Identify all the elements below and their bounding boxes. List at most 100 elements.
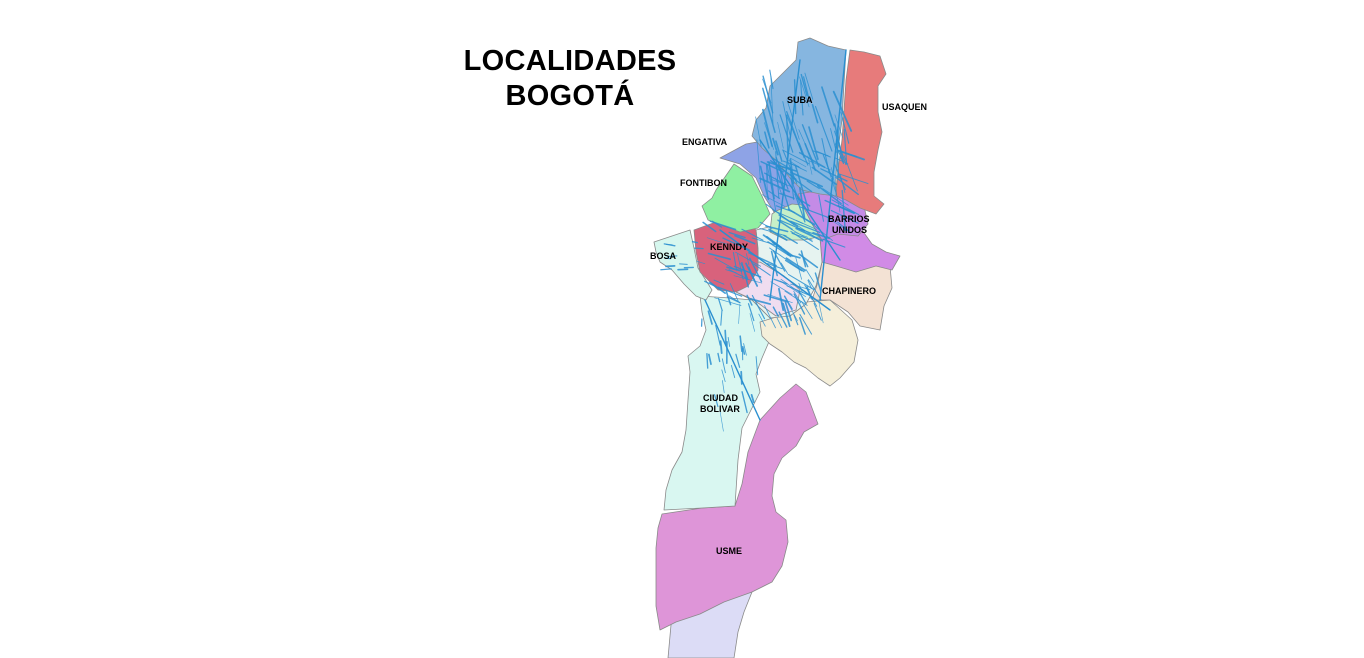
street-line (840, 111, 850, 144)
street-line (762, 87, 776, 134)
street-line (787, 253, 801, 259)
street-line (741, 345, 746, 355)
street-line (696, 260, 706, 265)
street-line (804, 72, 814, 100)
street-line (831, 199, 860, 216)
street-line (803, 76, 810, 98)
street-line (727, 337, 731, 347)
street-line (795, 257, 802, 280)
street-line (714, 257, 734, 269)
street-line (702, 221, 717, 233)
street-line (763, 294, 788, 303)
street-line (704, 280, 720, 289)
street-line (660, 268, 672, 271)
street-line (745, 262, 759, 287)
street-line (741, 391, 748, 414)
label-suba: SUBA (787, 95, 813, 105)
street-line (755, 356, 759, 376)
street-line (796, 220, 817, 230)
street-line (719, 340, 723, 354)
street-line (719, 410, 724, 432)
street-line (798, 317, 806, 335)
street-line (739, 335, 743, 353)
street-line (835, 176, 859, 196)
street-line (814, 105, 833, 152)
street-line (798, 129, 814, 163)
street-line (782, 302, 791, 327)
street-line (793, 290, 802, 304)
street-line (835, 157, 849, 165)
street-line (746, 253, 750, 265)
street-line (800, 79, 804, 116)
street-line (808, 279, 822, 301)
street-line (717, 352, 721, 363)
street-line (811, 150, 829, 157)
street-line (665, 257, 671, 260)
street-line (814, 272, 822, 292)
label-chapinero: CHAPINERO (822, 286, 876, 296)
street-line (779, 171, 785, 191)
map-title: LOCALIDADES BOGOTÁ (440, 44, 700, 114)
street-line (714, 394, 719, 408)
street-line (740, 370, 743, 385)
street-line (721, 358, 726, 374)
street-line (717, 286, 743, 297)
district-bosa[interactable] (653, 229, 713, 301)
street-line (667, 255, 678, 258)
street-line (765, 225, 789, 233)
street-arterial (819, 49, 847, 301)
street-line (830, 209, 859, 224)
street-line (807, 155, 813, 175)
street-line (786, 111, 804, 155)
street-line (837, 128, 841, 159)
street-line (843, 128, 848, 165)
street-line (717, 297, 723, 312)
street-line (735, 251, 762, 267)
street-line (767, 241, 792, 258)
street-line (785, 257, 806, 272)
street-arterial (719, 229, 831, 311)
street-line (751, 237, 780, 247)
street-line (759, 165, 770, 201)
street-line (792, 177, 813, 193)
street-line (762, 108, 773, 147)
label-engativa: ENGATIVA (682, 137, 728, 147)
street-line (790, 220, 821, 234)
street-line (790, 171, 824, 188)
street-line (766, 163, 777, 211)
street-network (660, 49, 869, 432)
label-barrios-unidos: BARRIOS (828, 214, 870, 224)
district-fontibon[interactable] (701, 163, 771, 233)
label-fontibon: FONTIBON (680, 178, 727, 188)
street-line (790, 262, 805, 273)
street-line (800, 73, 808, 97)
street-line (722, 380, 725, 393)
street-arterial (759, 139, 841, 261)
street-line (750, 394, 755, 403)
street-line (713, 279, 725, 285)
street-line (728, 231, 746, 239)
street-line (706, 237, 728, 245)
street-line (741, 262, 749, 288)
street-line (720, 310, 723, 326)
street-line (756, 139, 762, 183)
street-line (778, 311, 788, 328)
street-line (798, 290, 807, 304)
street-line (764, 131, 770, 149)
street-line (780, 262, 788, 274)
street-line (772, 306, 779, 317)
street-line (732, 251, 738, 271)
street-line (801, 124, 820, 168)
street-line (799, 313, 813, 335)
street-line (749, 313, 756, 332)
street-line (799, 76, 810, 108)
district-usaquen[interactable] (835, 49, 887, 215)
street-line (707, 310, 713, 325)
street-line (769, 69, 774, 90)
street-line (709, 220, 737, 231)
street-line (838, 173, 869, 185)
label-barrios-unidos-2: UNIDOS (832, 225, 867, 235)
street-line (784, 301, 793, 322)
street-line (758, 313, 766, 327)
